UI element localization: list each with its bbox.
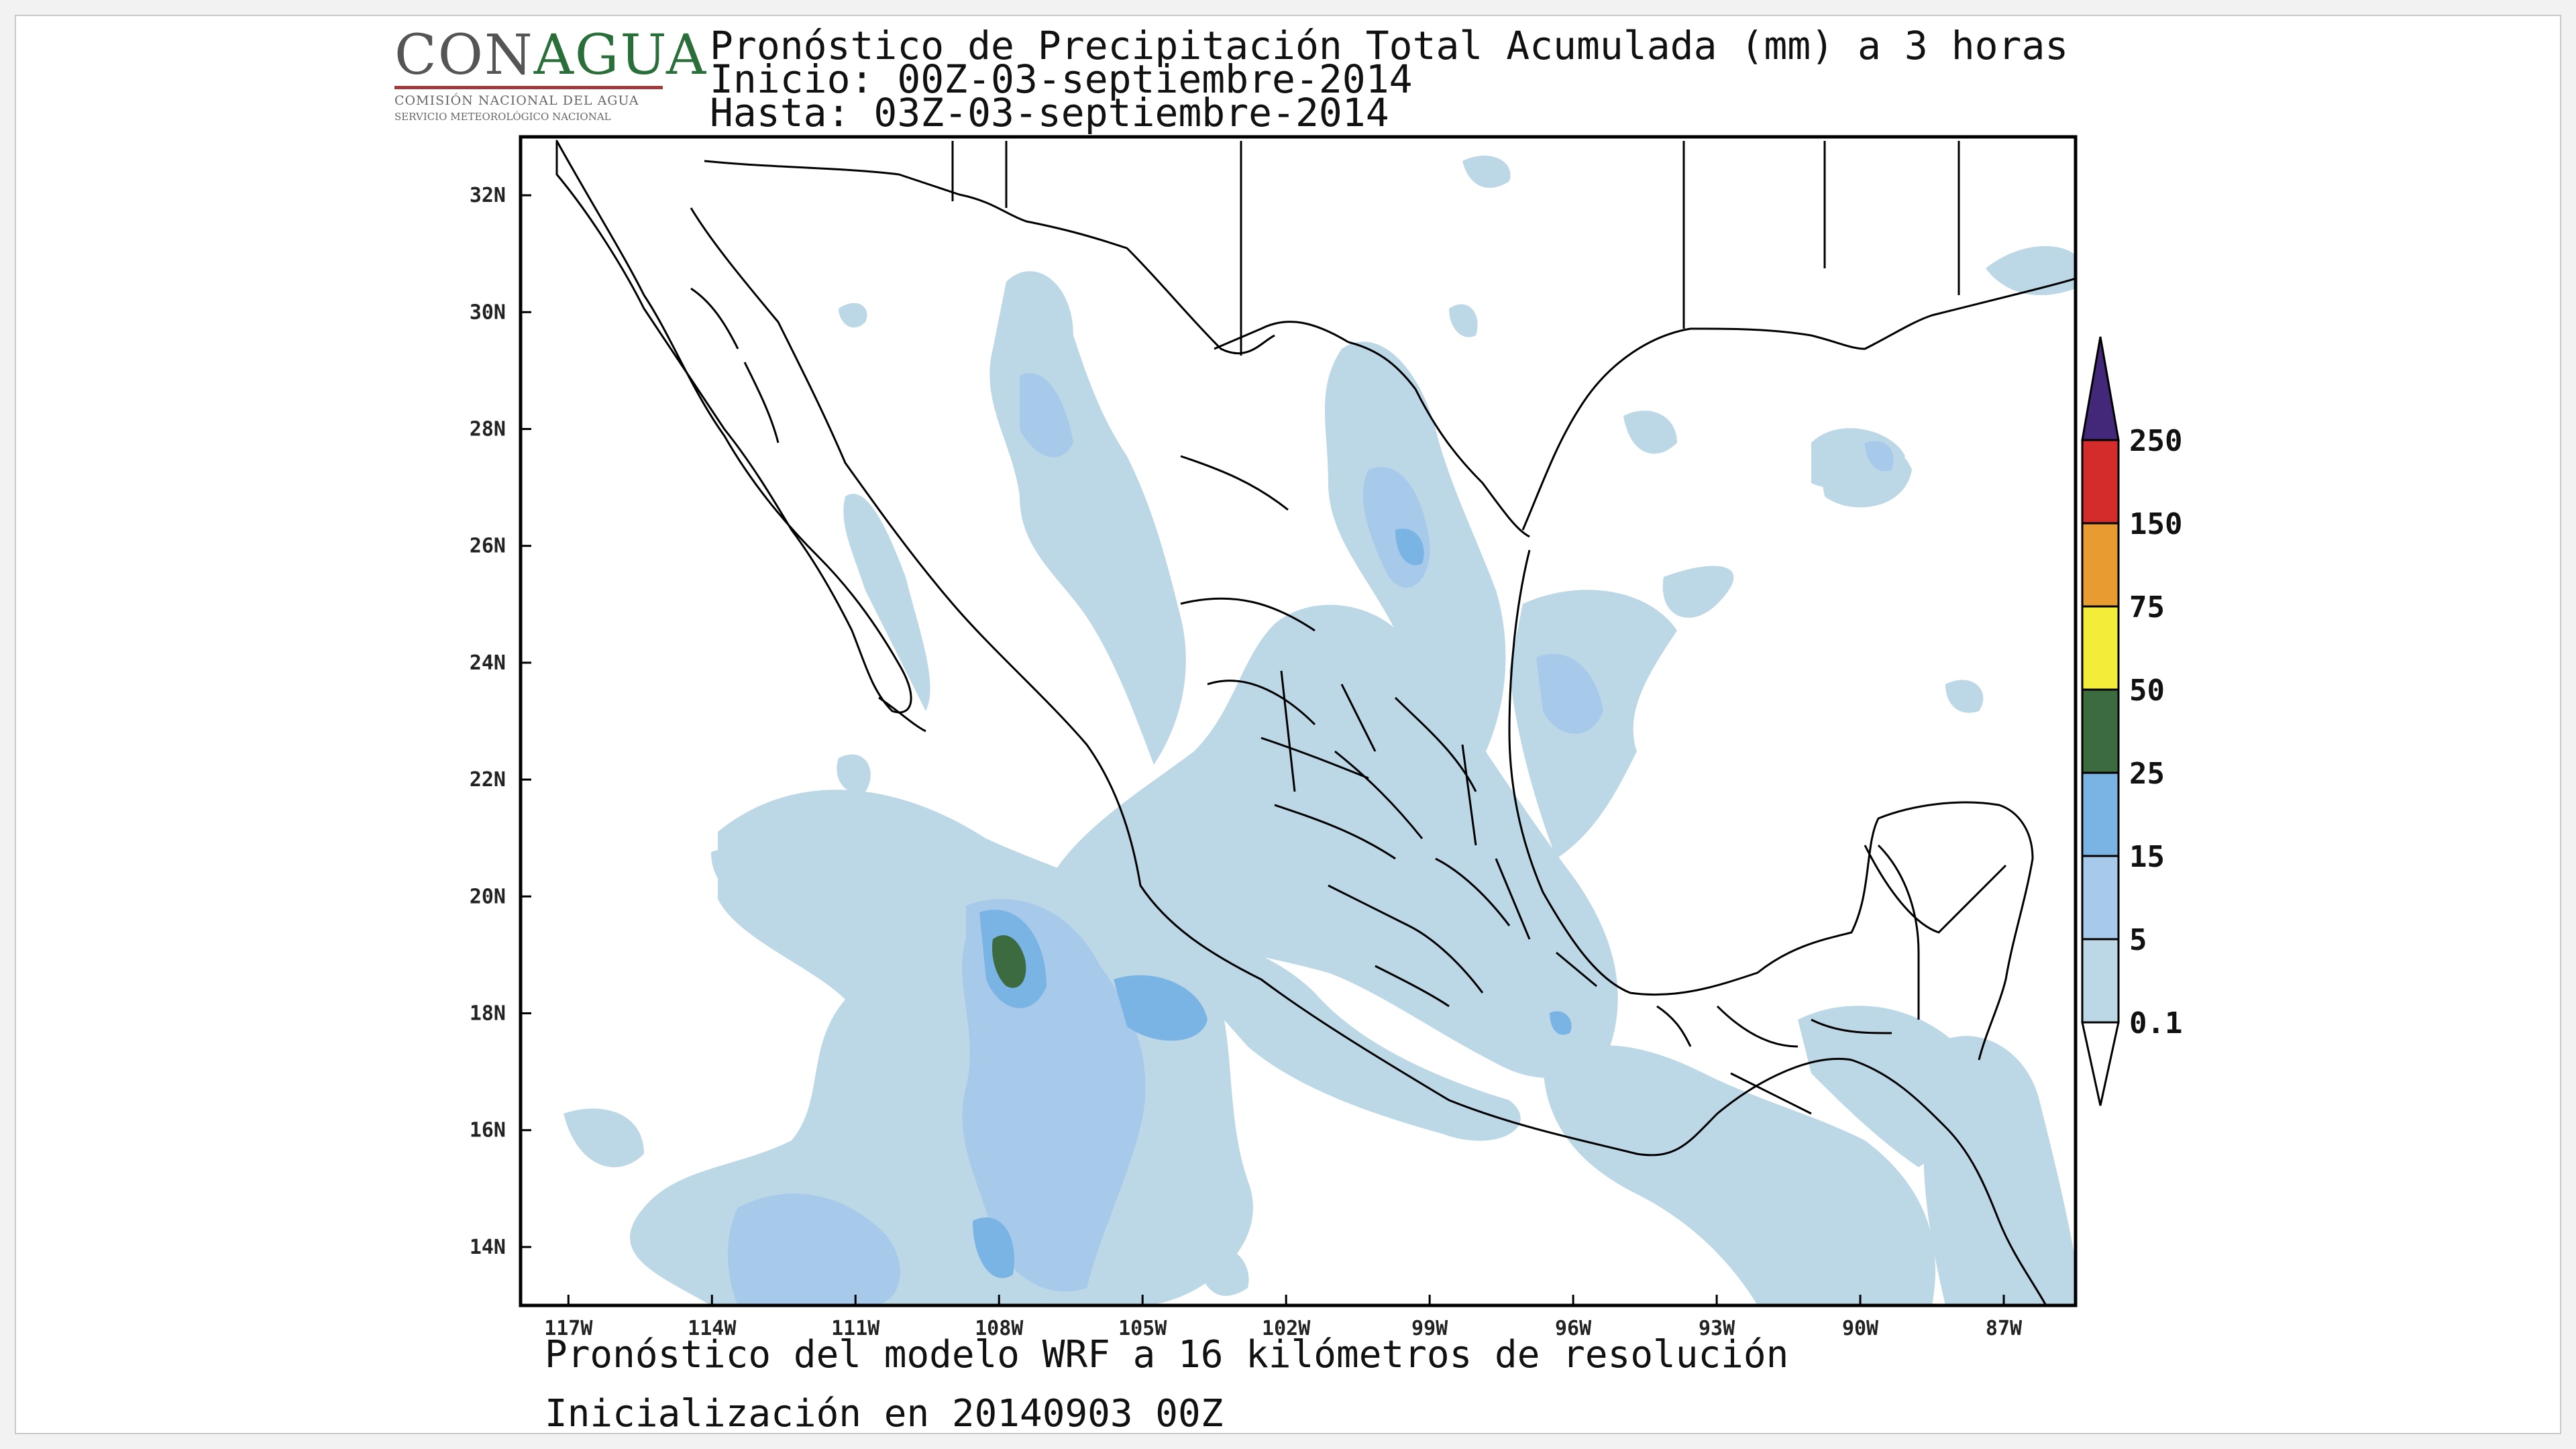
lat-tick-label: 32N xyxy=(470,184,506,207)
colorbar-segment xyxy=(2081,439,2120,525)
lon-tick-label: 114W xyxy=(688,1317,737,1340)
conagua-logo: CONAGUA COMISIÓN NACIONAL DEL AGUA SERVI… xyxy=(394,23,708,129)
colorbar-top-arrow xyxy=(2081,336,2120,441)
lat-tick-label: 28N xyxy=(470,418,506,441)
logo-rule xyxy=(394,86,663,89)
lat-tick-label: 26N xyxy=(470,535,506,558)
forecast-start: Inicio: 00Z-03-septiembre-2014 xyxy=(710,56,1413,102)
colorbar-level-label: 5 xyxy=(2129,923,2147,957)
colorbar-segment xyxy=(2081,605,2120,691)
logo-subtitle: COMISIÓN NACIONAL DEL AGUA xyxy=(394,93,639,108)
map-frame xyxy=(519,135,2078,1307)
colorbar-level-label: 250 xyxy=(2129,424,2182,458)
lon-tick-label: 117W xyxy=(544,1317,593,1340)
lon-tick-label: 102W xyxy=(1262,1317,1311,1340)
lon-tick-label: 90W xyxy=(1842,1317,1879,1340)
lat-tick-label: 30N xyxy=(470,301,506,324)
logo-service: SERVICIO METEOROLÓGICO NACIONAL xyxy=(394,111,611,123)
precipitation-colorbar xyxy=(2081,336,2120,1106)
colorbar-level-label: 25 xyxy=(2129,757,2165,791)
latitude-axis: 32N 30N 28N 26N 24N 22N 20N 18N 16N 14N xyxy=(470,184,531,1259)
lat-tick-label: 20N xyxy=(470,885,506,908)
lon-tick-label: 108W xyxy=(975,1317,1024,1340)
lon-tick-label: 105W xyxy=(1118,1317,1167,1340)
colorbar-level-label: 0.1 xyxy=(2129,1006,2182,1040)
lat-tick-label: 18N xyxy=(470,1002,506,1026)
lat-tick-label: 14N xyxy=(470,1236,506,1259)
colorbar-segment xyxy=(2081,688,2120,774)
colorbar-segment xyxy=(2081,522,2120,608)
map-title: Pronóstico de Precipitación Total Acumul… xyxy=(710,23,2069,68)
lat-tick-label: 24N xyxy=(470,651,506,675)
lon-tick-label: 111W xyxy=(831,1317,880,1340)
lon-tick-label: 99W xyxy=(1411,1317,1448,1340)
initialization-info: Inicialización en 20140903 00Z xyxy=(545,1392,1224,1436)
colorbar-level-label: 50 xyxy=(2129,674,2165,708)
colorbar-level-label: 75 xyxy=(2129,590,2165,625)
lat-tick-label: 22N xyxy=(470,768,506,792)
logo-wordmark: CONAGUA xyxy=(394,23,708,87)
colorbar-segment xyxy=(2081,855,2120,941)
colorbar-level-label: 15 xyxy=(2129,840,2165,874)
coastlines-and-borders xyxy=(555,140,2076,1305)
colorbar-bottom-arrow xyxy=(2081,1021,2120,1106)
lon-tick-label: 96W xyxy=(1555,1317,1592,1340)
colorbar-labels: 0.1 5 15 25 50 75 150 250 xyxy=(2129,424,2182,1040)
precipitation-field xyxy=(564,155,2076,1305)
lon-tick-label: 93W xyxy=(1699,1317,1735,1340)
longitude-axis: 117W 114W 111W 108W 105W 102W 99W 96W 93W 90W 87W xyxy=(544,1295,2023,1340)
lat-tick-label: 16N xyxy=(470,1119,506,1142)
model-description: Pronóstico del modelo WRF a 16 kilómetro… xyxy=(545,1333,1789,1377)
precip-level-25 xyxy=(991,935,1026,988)
colorbar-segment xyxy=(2081,938,2120,1024)
colorbar-level-label: 150 xyxy=(2129,507,2182,541)
colorbar-segment xyxy=(2081,771,2120,857)
lon-tick-label: 87W xyxy=(1986,1317,2023,1340)
forecast-end: Hasta: 03Z-03-septiembre-2014 xyxy=(710,90,1389,136)
